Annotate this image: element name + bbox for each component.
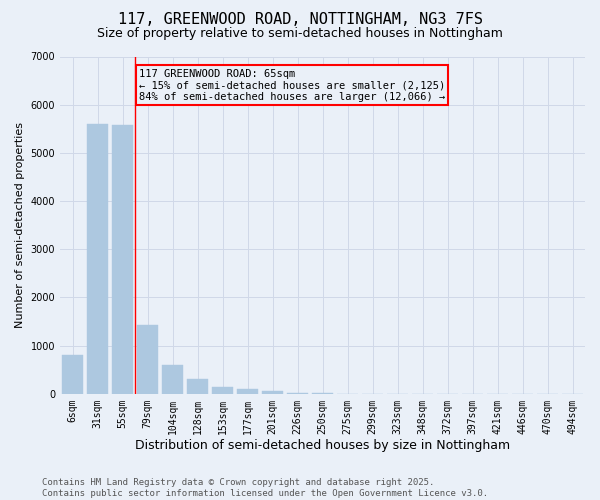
Bar	[112, 125, 133, 394]
Bar	[62, 356, 83, 394]
Text: 117, GREENWOOD ROAD, NOTTINGHAM, NG3 7FS: 117, GREENWOOD ROAD, NOTTINGHAM, NG3 7FS	[118, 12, 482, 28]
Text: 117 GREENWOOD ROAD: 65sqm
← 15% of semi-detached houses are smaller (2,125)
84% : 117 GREENWOOD ROAD: 65sqm ← 15% of semi-…	[139, 68, 445, 102]
Bar	[287, 393, 308, 394]
Bar	[262, 392, 283, 394]
Text: Contains HM Land Registry data © Crown copyright and database right 2025.
Contai: Contains HM Land Registry data © Crown c…	[42, 478, 488, 498]
Bar	[87, 124, 108, 394]
Y-axis label: Number of semi-detached properties: Number of semi-detached properties	[15, 122, 25, 328]
Bar	[187, 380, 208, 394]
X-axis label: Distribution of semi-detached houses by size in Nottingham: Distribution of semi-detached houses by …	[135, 440, 510, 452]
Bar	[137, 326, 158, 394]
Text: Size of property relative to semi-detached houses in Nottingham: Size of property relative to semi-detach…	[97, 28, 503, 40]
Bar	[162, 365, 183, 394]
Bar	[212, 386, 233, 394]
Bar	[237, 389, 258, 394]
